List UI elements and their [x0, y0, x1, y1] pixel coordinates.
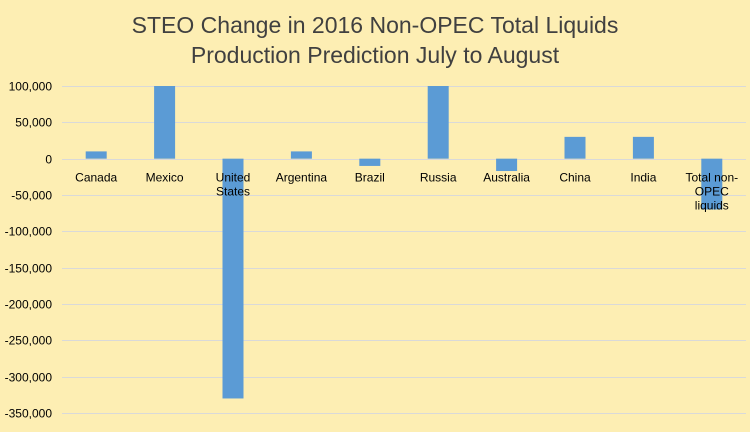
y-tick-label: -300,000 — [5, 371, 53, 385]
y-tick-label: -200,000 — [5, 298, 53, 312]
chart-title-line-1: STEO Change in 2016 Non-OPEC Total Liqui… — [131, 12, 619, 38]
x-category-label: Canada — [75, 171, 117, 185]
x-category-label: Russia — [420, 171, 457, 185]
bar-6 — [427, 86, 449, 159]
y-tick-label: -100,000 — [5, 225, 53, 239]
bar-4 — [290, 151, 312, 159]
x-category-label: China — [559, 171, 591, 185]
y-tick-label: -350,000 — [5, 407, 53, 421]
bar-5 — [359, 158, 381, 166]
chart-title: STEO Change in 2016 Non-OPEC Total Liqui… — [0, 10, 750, 70]
x-category-label: Australia — [483, 171, 530, 185]
y-tick-label: -150,000 — [5, 262, 53, 276]
x-category-label: United States — [216, 171, 251, 199]
x-category-label: Total non-OPEC liquids — [685, 171, 738, 213]
y-tick-label: 0 — [45, 153, 52, 167]
chart-title-line-2: Production Prediction July to August — [190, 42, 560, 68]
bar-1 — [85, 151, 107, 159]
x-category-label: Mexico — [146, 171, 184, 185]
bar-3 — [222, 158, 244, 399]
x-category-label: Argentina — [276, 171, 328, 185]
bar-10 — [701, 158, 723, 210]
y-tick-label: 50,000 — [15, 116, 52, 130]
bar-7 — [496, 158, 518, 172]
y-tick-label: -250,000 — [5, 334, 53, 348]
y-tick-label: -50,000 — [11, 189, 52, 203]
bar-8 — [564, 136, 586, 159]
bar-9 — [632, 136, 654, 159]
x-category-label: India — [630, 171, 656, 185]
bar-2 — [154, 86, 176, 159]
x-category-label: Brazil — [355, 171, 385, 185]
y-tick-label: 100,000 — [9, 80, 53, 94]
